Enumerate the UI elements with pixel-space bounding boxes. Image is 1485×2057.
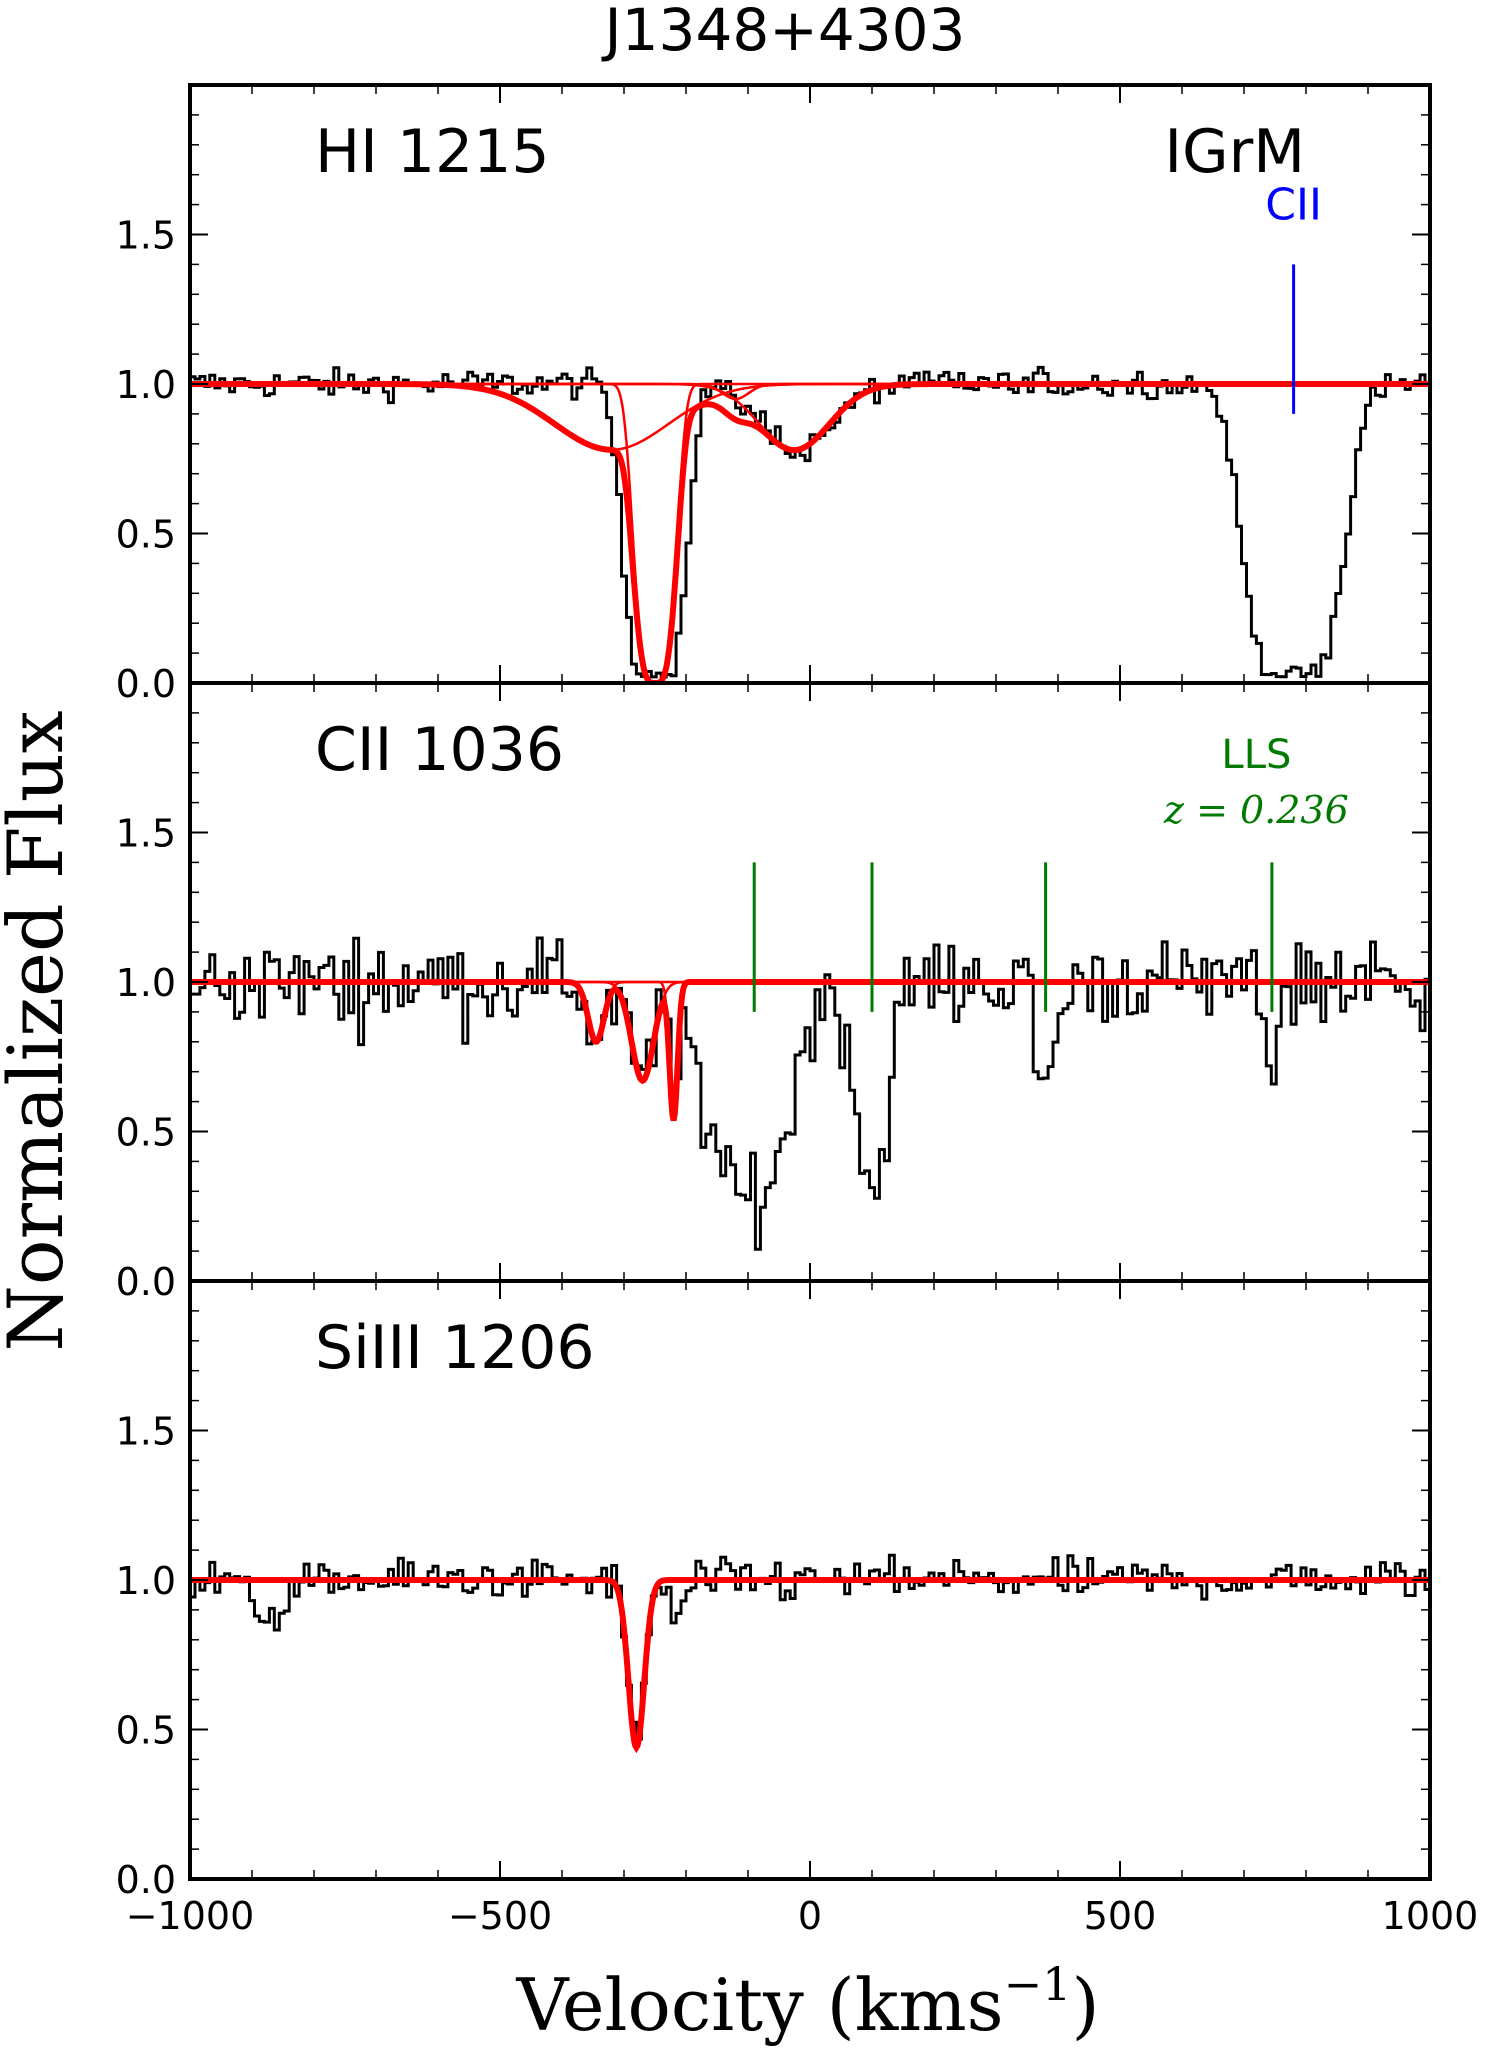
y-tick-label: 0.0 bbox=[116, 1260, 176, 1304]
x-tick-label: 1000 bbox=[1382, 1894, 1479, 1938]
panel-3: 0.0 0.5 1.0 1.5 SiIII 1206 bbox=[116, 1279, 1432, 1902]
x-axis-label: Velocity (kms−1) bbox=[515, 1957, 1099, 2047]
lls-label: LLS bbox=[1221, 732, 1291, 778]
y-tick-label: 1.5 bbox=[116, 1410, 176, 1454]
y-tick-label: 1.0 bbox=[116, 961, 176, 1005]
y-tick-label: 1.0 bbox=[116, 363, 176, 407]
y-tick-label: 1.5 bbox=[116, 214, 176, 258]
y-tick-label: 0.5 bbox=[116, 1111, 176, 1155]
x-tick-label: −1000 bbox=[126, 1894, 255, 1938]
chart-title: J1348+4303 bbox=[602, 0, 966, 64]
y-tick-label: 0.5 bbox=[116, 513, 176, 557]
x-tick-label: −500 bbox=[448, 1894, 552, 1938]
fit-component-1 bbox=[190, 382, 1430, 683]
x-axis-label-close: ) bbox=[1071, 1963, 1099, 2047]
y-tick-label: 0.5 bbox=[116, 1709, 176, 1753]
fit-total bbox=[190, 381, 1430, 683]
panel-1: CII 0.0 0.5 1.0 1.5 HI 1215 IGrM bbox=[116, 83, 1432, 706]
lls-redshift: z = 0.236 bbox=[1163, 788, 1349, 832]
y-tick-label: 1.5 bbox=[116, 812, 176, 856]
x-axis-label-main: Velocity (kms bbox=[515, 1963, 1003, 2047]
corner-label: IGrM bbox=[1164, 117, 1305, 187]
x-tick-label: 500 bbox=[1084, 1894, 1157, 1938]
data-spectrum bbox=[190, 365, 1430, 679]
y-axis-label: Normalized Flux bbox=[0, 710, 80, 1351]
panel-label: SiIII 1206 bbox=[315, 1313, 595, 1383]
x-axis-label-exponent: −1 bbox=[1004, 1957, 1072, 2011]
data-spectrum bbox=[190, 1553, 1430, 1741]
panel-2: 0.0 0.5 1.0 1.5 CII 1036 LLS z = 0.236 bbox=[116, 681, 1432, 1304]
y-tick-label: 0.0 bbox=[116, 1858, 176, 1902]
fit-total bbox=[190, 1577, 1430, 1754]
panel-label: CII 1036 bbox=[315, 715, 564, 785]
y-tick-label: 1.0 bbox=[116, 1559, 176, 1603]
panel-label: HI 1215 bbox=[315, 117, 550, 187]
data-spectrum bbox=[190, 936, 1430, 1251]
fit-total bbox=[190, 979, 1430, 1122]
y-tick-label: 0.0 bbox=[116, 662, 176, 706]
x-tick-label: 0 bbox=[798, 1894, 822, 1938]
marker-label: CII bbox=[1265, 180, 1322, 231]
